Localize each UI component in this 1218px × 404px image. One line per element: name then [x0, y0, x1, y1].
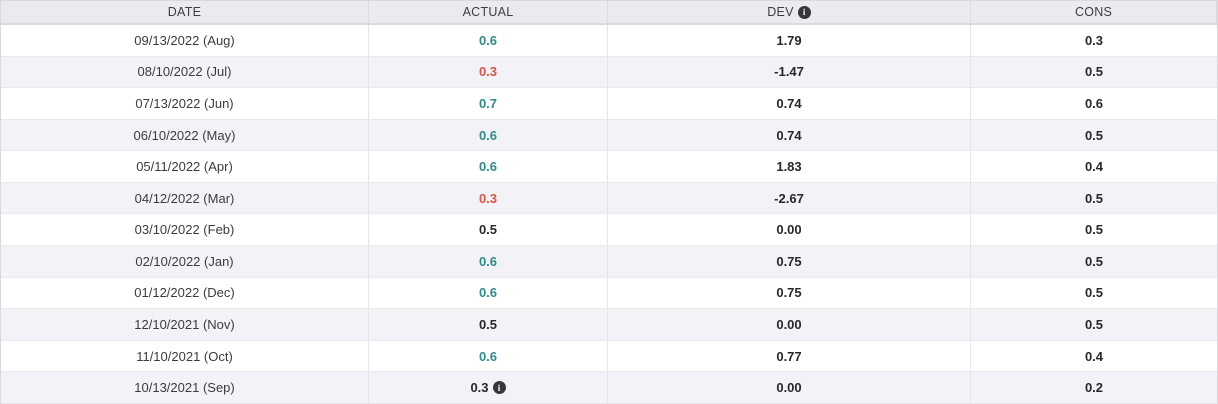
cons-cell: 0.5 [1084, 64, 1104, 80]
actual-value: 0.3 [478, 64, 498, 80]
dev-info-icon[interactable]: i [797, 5, 811, 19]
table-row: 08/10/2022 (Jul) 0.3 -1.47 0.5 [1, 56, 1217, 89]
column-header-date-label: DATE [167, 5, 202, 19]
cons-cell: 0.5 [1084, 285, 1104, 301]
table-row: 11/10/2021 (Oct) 0.6 0.77 0.4 [1, 340, 1217, 373]
table-row: 02/10/2022 (Jan) 0.6 0.75 0.5 [1, 246, 1217, 278]
actual-value: 0.7 [478, 95, 498, 111]
actual-cell: 0.6 [369, 119, 608, 151]
actual-value: 0.5 [478, 222, 498, 238]
table-row: 12/10/2021 (Nov) 0.5 0.00 0.5 [1, 309, 1217, 341]
dev-cell: -2.67 [608, 182, 971, 214]
actual-value: 0.6 [478, 253, 498, 269]
actual-cell: 0.3 i [369, 372, 608, 403]
column-header-dev-label: DEV [767, 5, 794, 19]
column-header-actual: ACTUAL [369, 1, 608, 23]
actual-cell: 0.5 [369, 214, 608, 246]
actual-value: 0.6 [478, 285, 498, 301]
actual-cell: 0.6 [369, 151, 608, 182]
cons-cell: 0.5 [1084, 222, 1104, 238]
dev-cell: 1.83 [608, 151, 971, 182]
date-cell: 08/10/2022 (Jul) [1, 56, 369, 88]
table-row: 05/11/2022 (Apr) 0.6 1.83 0.4 [1, 151, 1217, 183]
actual-cell: 0.7 [369, 88, 608, 119]
table-row: 09/13/2022 (Aug) 0.6 1.79 0.3 [1, 25, 1217, 57]
cons-cell: 0.5 [1084, 190, 1104, 206]
table-row: 03/10/2022 (Feb) 0.5 0.00 0.5 [1, 214, 1217, 247]
actual-cell: 0.6 [369, 25, 608, 56]
dev-cell: 0.00 [608, 214, 971, 246]
date-cell: 06/10/2022 (May) [1, 119, 369, 151]
column-header-cons-label: CONS [1074, 5, 1113, 19]
actual-cell: 0.3 [369, 182, 608, 214]
actual-cell: 0.6 [369, 277, 608, 309]
date-cell: 09/13/2022 (Aug) [1, 25, 369, 56]
dev-cell: 0.00 [608, 309, 971, 340]
table-row: 07/13/2022 (Jun) 0.7 0.74 0.6 [1, 88, 1217, 120]
dev-cell: 0.77 [608, 340, 971, 372]
table-row: 01/12/2022 (Dec) 0.6 0.75 0.5 [1, 277, 1217, 310]
cons-cell: 0.2 [1084, 380, 1104, 396]
column-header-dev: DEV i [608, 1, 971, 23]
actual-value: 0.3 [478, 190, 498, 206]
actual-value: 0.6 [478, 348, 498, 364]
actual-cell: 0.3 [369, 56, 608, 88]
dev-cell: 0.74 [608, 119, 971, 151]
column-header-actual-label: ACTUAL [462, 5, 514, 19]
actual-value: 0.6 [478, 127, 498, 143]
cons-cell: 0.3 [1084, 32, 1104, 48]
cons-cell: 0.5 [1084, 253, 1104, 269]
date-cell: 04/12/2022 (Mar) [1, 182, 369, 214]
actual-value: 0.6 [478, 159, 498, 175]
cons-cell: 0.5 [1084, 127, 1104, 143]
date-cell: 02/10/2022 (Jan) [1, 246, 369, 277]
table-header-row: DATE ACTUAL DEV i CONS [1, 0, 1217, 25]
column-header-date: DATE [1, 1, 369, 23]
dev-cell: 0.75 [608, 246, 971, 277]
cons-cell: 0.4 [1084, 159, 1104, 175]
dev-cell: 0.75 [608, 277, 971, 309]
actual-value: 0.6 [478, 32, 498, 48]
table-row: 06/10/2022 (May) 0.6 0.74 0.5 [1, 119, 1217, 152]
cons-cell: 0.5 [1084, 316, 1104, 332]
dev-cell: -1.47 [608, 56, 971, 88]
actual-cell: 0.6 [369, 340, 608, 372]
date-cell: 12/10/2021 (Nov) [1, 309, 369, 340]
table-row: 04/12/2022 (Mar) 0.3 -2.67 0.5 [1, 182, 1217, 215]
actual-value: 0.3 [470, 380, 489, 396]
actual-value: 0.5 [478, 316, 498, 332]
date-cell: 05/11/2022 (Apr) [1, 151, 369, 182]
column-header-cons: CONS [971, 1, 1217, 23]
dev-cell: 0.00 [608, 372, 971, 403]
date-cell: 07/13/2022 (Jun) [1, 88, 369, 119]
date-cell: 03/10/2022 (Feb) [1, 214, 369, 246]
date-cell: 01/12/2022 (Dec) [1, 277, 369, 309]
actual-cell: 0.6 [369, 246, 608, 277]
date-cell: 10/13/2021 (Sep) [1, 372, 369, 403]
table-row: 10/13/2021 (Sep) 0.3 i 0.00 0.2 [1, 372, 1217, 404]
actual-cell: 0.5 [369, 309, 608, 340]
date-cell: 11/10/2021 (Oct) [1, 340, 369, 372]
actual-info-icon[interactable]: i [492, 381, 506, 395]
cons-cell: 0.4 [1084, 348, 1104, 364]
dev-cell: 0.74 [608, 88, 971, 119]
cons-cell: 0.6 [1084, 95, 1104, 111]
dev-cell: 1.79 [608, 25, 971, 56]
